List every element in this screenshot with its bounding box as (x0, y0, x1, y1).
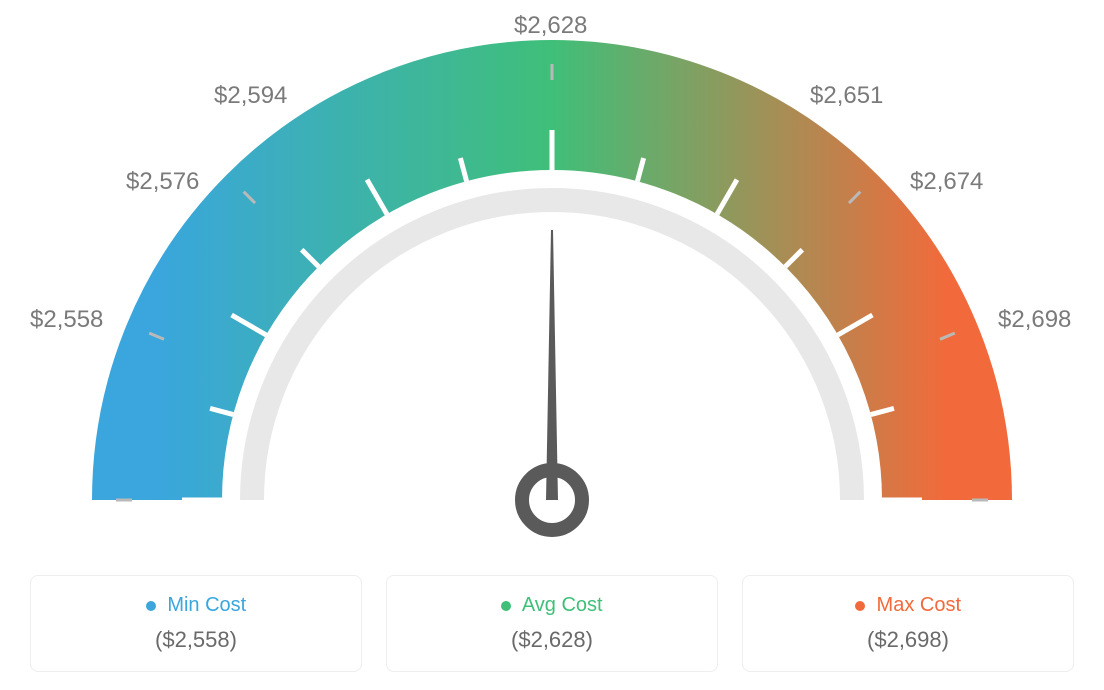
dot-icon-avg (501, 601, 511, 611)
legend-max-label: Max Cost (877, 594, 961, 616)
legend-min-title: Min Cost (31, 594, 361, 617)
legend-min: Min Cost ($2,558) (30, 575, 362, 672)
legend-avg-value: ($2,628) (387, 627, 717, 653)
tick-label: $2,628 (514, 12, 587, 40)
legend-avg: Avg Cost ($2,628) (386, 575, 718, 672)
tick-label: $2,576 (126, 168, 199, 196)
gauge-needle (522, 230, 582, 530)
legend-max: Max Cost ($2,698) (742, 575, 1074, 672)
legend-avg-title: Avg Cost (387, 594, 717, 617)
tick-label: $2,558 (30, 306, 103, 334)
tick-label: $2,594 (214, 82, 287, 110)
tick-label: $2,698 (998, 306, 1071, 334)
tick-label: $2,651 (810, 82, 883, 110)
legend-avg-label: Avg Cost (522, 594, 603, 616)
tick-label: $2,674 (910, 168, 983, 196)
legend-min-label: Min Cost (167, 594, 246, 616)
gauge-chart: $2,558 $2,576 $2,594 $2,628 $2,651 $2,674 $2,6… (0, 0, 1104, 565)
legend-max-title: Max Cost (743, 594, 1073, 617)
legend: Min Cost ($2,558) Avg Cost ($2,628) Max … (30, 575, 1074, 672)
legend-min-value: ($2,558) (31, 627, 361, 653)
legend-max-value: ($2,698) (743, 627, 1073, 653)
dot-icon-max (855, 601, 865, 611)
dot-icon-min (146, 601, 156, 611)
